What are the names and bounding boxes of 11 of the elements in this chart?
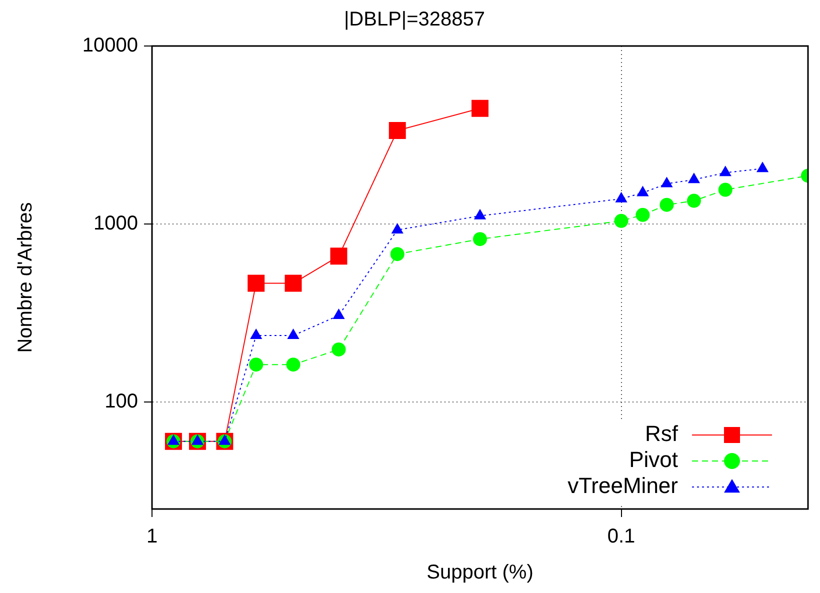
x-axis-title: Support (%) [426,562,534,584]
x-tick-label: 1 [146,526,158,548]
y-tick-label: 100 [104,390,138,412]
x-tick-label: 0.1 [607,526,636,548]
y-tick-label: 1000 [94,212,138,234]
legend-label: vTreeMiner [568,473,678,498]
y-tick-label: 10000 [82,34,138,57]
legend-label: Pivot [629,447,678,472]
chart-title: |DBLP|=328857 [344,8,486,31]
legend-label: Rsf [645,421,679,446]
y-axis-title: Nombre d'Arbres [14,202,37,353]
